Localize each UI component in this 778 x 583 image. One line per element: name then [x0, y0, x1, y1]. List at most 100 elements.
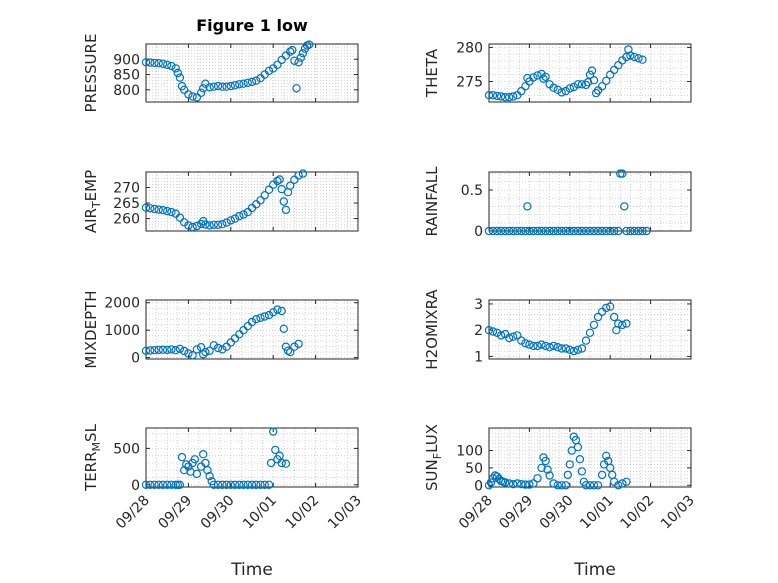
y-tick-label: 50 [465, 461, 483, 477]
data-point [587, 66, 597, 75]
data-point [521, 339, 530, 348]
data-point [279, 324, 288, 333]
y-tick-label: 0 [131, 478, 140, 494]
data-point [213, 343, 223, 353]
data-point [230, 80, 240, 90]
data-point [610, 65, 619, 75]
subplot-rainfall: 0 0.5 RAINFALL [423, 166, 692, 240]
data-point [158, 345, 168, 354]
data-point [602, 76, 611, 86]
y-tick-label: 0 [474, 478, 483, 494]
data-point [205, 346, 214, 355]
data-point [585, 70, 595, 79]
y-tick-label: 275 [456, 75, 483, 91]
data-point [162, 345, 172, 355]
data-point [298, 169, 308, 178]
axes-frame [488, 171, 692, 232]
data-point [213, 81, 223, 91]
data-point [192, 345, 202, 354]
data-point [273, 176, 282, 186]
data-point [192, 93, 202, 102]
data-point [549, 341, 558, 351]
data-point [213, 220, 223, 229]
data-point [602, 451, 611, 460]
data-point [209, 341, 218, 350]
data-point [589, 75, 599, 85]
data-point [198, 350, 208, 359]
data-point [618, 169, 627, 178]
data-point [173, 68, 182, 78]
data-point [501, 226, 510, 236]
x-tick-label: 09/29 [155, 493, 195, 533]
data-point [496, 92, 506, 101]
data-point [626, 51, 635, 60]
data-point [162, 60, 172, 70]
data-point [563, 470, 573, 480]
data-point [235, 211, 244, 221]
data-point [501, 92, 510, 102]
data-point [239, 79, 248, 88]
data-point [505, 333, 514, 343]
data-point [294, 339, 303, 349]
data-point [188, 351, 197, 360]
y-tick-label: 800 [113, 83, 140, 99]
data-point [279, 197, 288, 206]
data-point [252, 76, 261, 85]
data-point [573, 345, 583, 354]
data-point [162, 206, 172, 216]
data-point [154, 205, 163, 214]
data-point [145, 58, 155, 67]
data-point [622, 52, 631, 62]
data-point [277, 306, 286, 316]
data-point [488, 327, 498, 336]
data-point [218, 82, 227, 91]
data-point [273, 60, 282, 70]
data-point [213, 480, 223, 489]
subplot-terr-msl: 0 500 09/28 09/29 09/30 10/01 10/02 10/03 TERRMS… [82, 423, 365, 532]
data-point [565, 345, 575, 354]
data-point [529, 479, 538, 488]
y-tick-label: 0 [474, 224, 483, 240]
data-point [286, 47, 295, 56]
data-point [209, 82, 218, 91]
y-axis-label: THETA [423, 48, 441, 98]
data-point [496, 331, 506, 340]
data-point [256, 313, 265, 322]
data-point [154, 59, 163, 68]
data-point [549, 83, 558, 92]
data-point [290, 342, 299, 351]
y-tick-label: 3 [474, 297, 483, 313]
data-point [150, 346, 159, 355]
data-point [222, 480, 231, 489]
axes-frame [145, 171, 359, 232]
data-point [226, 81, 235, 91]
data-point [192, 469, 202, 479]
data-point [589, 320, 599, 330]
axes-border [145, 299, 359, 360]
data-point [492, 91, 502, 101]
data-point [541, 456, 550, 466]
data-point [513, 479, 522, 488]
x-tick-label: 09/30 [537, 493, 577, 533]
data-point [286, 181, 295, 190]
data-point [539, 74, 548, 84]
data-point [179, 85, 189, 95]
y-tick-label: 850 [113, 68, 140, 84]
data-point [620, 202, 629, 211]
data-point [581, 481, 591, 490]
axes-border [145, 427, 359, 488]
data-point [569, 226, 579, 236]
x-tick-label: 10/02 [283, 493, 323, 533]
y-tick-label: 2 [474, 323, 483, 339]
x-tick-label: 09/30 [198, 493, 238, 533]
y-tick-label: 100 [456, 444, 483, 460]
y-axis-label: TERRMSL [82, 423, 103, 492]
data-point [610, 312, 619, 322]
data-point [585, 481, 595, 490]
axes-border [145, 43, 359, 103]
data-point [521, 480, 530, 489]
y-tick-label: 260 [113, 212, 140, 228]
data-point [205, 471, 214, 481]
